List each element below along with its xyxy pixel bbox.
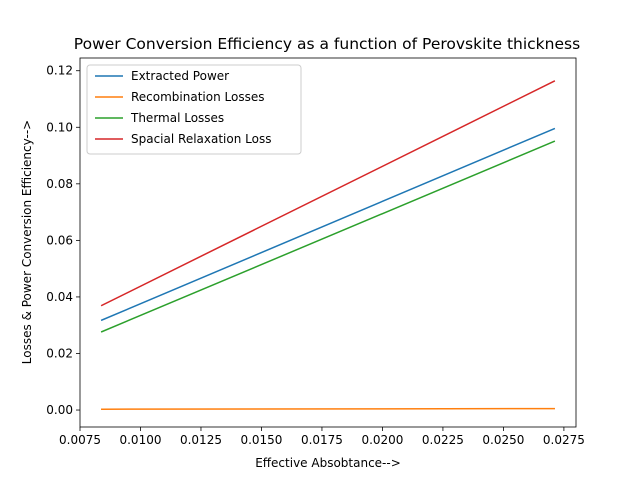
x-tick-label: 0.0125: [180, 433, 222, 447]
plot-frame: [79, 57, 577, 428]
y-tick-label: 0.08: [46, 177, 73, 191]
x-axis-title: Effective Absobtance-->: [255, 456, 401, 470]
x-tick-label: 0.0100: [119, 433, 161, 447]
legend-label: Thermal Losses: [130, 111, 224, 125]
legend: Extracted Power Recombination Losses Therm…: [86, 64, 302, 155]
x-axis: 0.0075 0.0100 0.0125 0.0150 0.0175 0.0200 0.02…: [59, 427, 585, 447]
y-tick-label: 0.06: [46, 233, 73, 247]
y-axis: 0.00 0.02 0.04 0.06 0.08 0.10 0.12: [46, 64, 80, 417]
x-tick-label: 0.0200: [361, 433, 403, 447]
series-line: [101, 407, 555, 410]
x-tick-label: 0.0175: [301, 433, 343, 447]
x-tick-label: 0.0275: [543, 433, 585, 447]
plot-lines: [100, 80, 556, 410]
chart-title: Power Conversion Efficiency as a functio…: [74, 35, 580, 53]
y-tick-label: 0.02: [46, 346, 73, 360]
y-tick-label: 0.04: [46, 290, 73, 304]
legend-box: [86, 64, 302, 155]
legend-label: Extracted Power: [131, 69, 229, 83]
x-tick-label: 0.0075: [59, 433, 101, 447]
series-line: [100, 127, 556, 322]
series-line: [100, 80, 556, 307]
y-tick-label: 0.10: [46, 120, 73, 134]
x-tick-label: 0.0225: [422, 433, 464, 447]
series-line: [100, 140, 556, 333]
x-tick-label: 0.0250: [482, 433, 524, 447]
x-tick-label: 0.0150: [240, 433, 282, 447]
legend-label: Recombination Losses: [131, 90, 264, 104]
y-tick-label: 0.00: [46, 403, 73, 417]
y-axis-title: Losses & Power Conversion Efficiency-->: [20, 120, 34, 364]
legend-label: Spacial Relaxation Loss: [131, 132, 271, 146]
y-tick-label: 0.12: [46, 64, 73, 78]
